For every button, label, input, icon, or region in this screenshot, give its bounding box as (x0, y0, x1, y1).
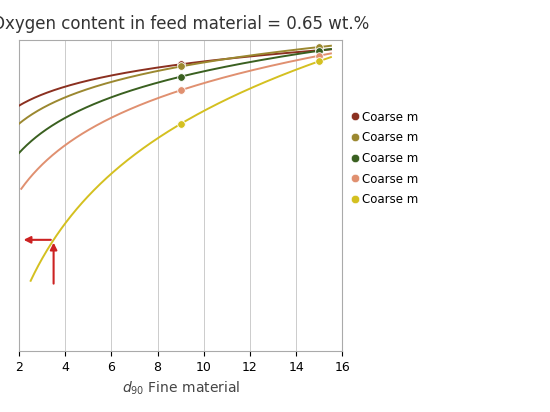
Title: Oxygen content in feed material = 0.65 wt.%: Oxygen content in feed material = 0.65 w… (0, 15, 369, 33)
Legend: Coarse m, Coarse m, Coarse m, Coarse m, Coarse m: Coarse m, Coarse m, Coarse m, Coarse m, … (351, 110, 419, 206)
X-axis label: $d_{90}$ Fine material: $d_{90}$ Fine material (122, 379, 240, 397)
